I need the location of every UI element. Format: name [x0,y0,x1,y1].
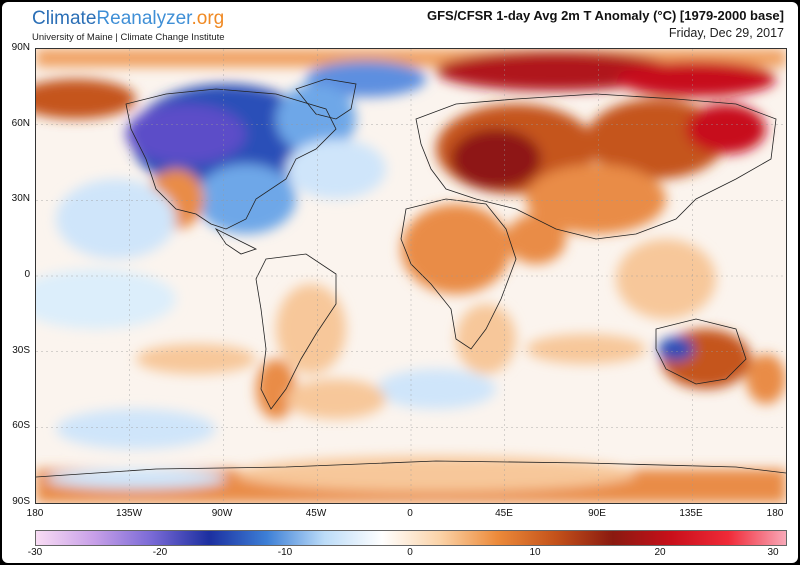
logo-part-reanalyzer: Reanalyzer [96,8,192,29]
antarctica-outline [36,460,786,478]
lat-label-90n: 90N [11,42,30,53]
anomaly-map [35,48,787,504]
colorbar [35,530,787,546]
colorbar-label-0: 0 [407,547,413,558]
lon-label-180w: 180 [26,508,44,519]
africa-outline [400,198,517,350]
colorbar-label-minus30: -30 [27,547,43,558]
lon-label-135e: 135E [679,508,703,519]
greenland-outline [295,78,357,120]
lon-label-180e: 180 [766,508,784,519]
colorbar-label-30: 30 [767,547,779,558]
brand-subtitle: University of Maine | Climate Change Ins… [32,32,225,43]
colorbar-label-10: 10 [529,547,541,558]
anomaly-field [36,49,786,503]
lon-label-45e: 45E [495,508,513,519]
map-date: Friday, Dec 29, 2017 [668,26,784,40]
south-america-outline [255,253,337,410]
australia-outline [655,318,747,385]
lat-label-30s: 30S [12,345,30,356]
map-title: GFS/CFSR 1-day Avg 2m T Anomaly (°C) [19… [426,8,784,23]
graticule [36,49,786,503]
lon-label-0: 0 [407,508,413,519]
lat-label-60n: 60N [11,118,30,129]
eurasia-outline [415,93,777,240]
lat-label-60s: 60S [12,420,30,431]
coastlines [36,78,786,478]
logo-part-org: .org [191,8,225,29]
lon-label-90e: 90E [588,508,606,519]
colorbar-label-minus20: -20 [152,547,168,558]
north-america-outline [125,88,337,230]
brand: ClimateReanalyzer.org University of Main… [32,8,225,43]
lat-label-eq: 0 [24,269,30,280]
lat-label-90s: 90S [12,496,30,507]
central-america-outline [214,227,258,255]
lat-label-30n: 30N [11,193,30,204]
logo-part-climate: Climate [32,8,97,29]
colorbar-label-minus10: -10 [277,547,293,558]
lon-label-45w: 45W [305,508,327,519]
brand-logo[interactable]: ClimateReanalyzer.org [32,8,225,30]
anomaly-map-svg [36,49,786,503]
lon-label-90w: 90W [211,508,233,519]
lon-label-135w: 135W [115,508,143,519]
colorbar-label-20: 20 [654,547,666,558]
